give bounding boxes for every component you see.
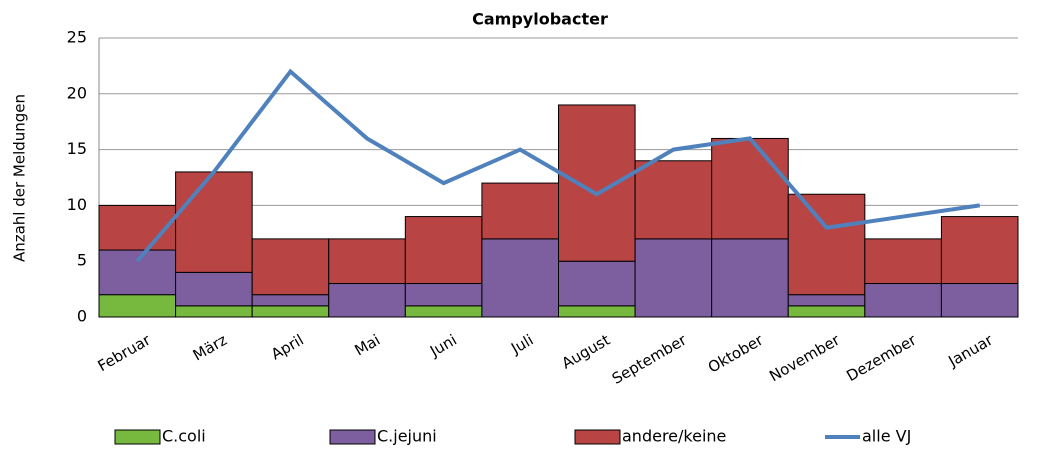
- bar-segment: [175, 271, 253, 307]
- line-series: [135, 68, 980, 263]
- legend-swatch: [114, 429, 161, 445]
- bar-segment: [711, 238, 789, 318]
- bar-segment: [558, 305, 636, 318]
- legend-label: andere/keine: [622, 427, 726, 446]
- bar-segment: [98, 204, 177, 251]
- x-tick-label: Oktober: [705, 330, 767, 376]
- bar-segment: [98, 294, 177, 318]
- bar-segment: [787, 193, 866, 296]
- bar-segment: [711, 137, 789, 240]
- chart-title: Campylobacter: [472, 10, 608, 29]
- bar-segment: [864, 238, 942, 285]
- bar-segment: [787, 294, 866, 307]
- x-tick-label: Juli: [507, 331, 536, 358]
- bar-segment: [404, 305, 483, 318]
- x-tick-label: Juni: [426, 331, 460, 361]
- bar-segment: [175, 171, 253, 273]
- x-tick-label: Februar: [95, 330, 155, 375]
- bar-segment: [558, 104, 636, 262]
- x-tick-label: November: [766, 330, 843, 385]
- x-tick-label: August: [559, 331, 614, 373]
- bar-segment: [251, 294, 330, 307]
- bar-segment: [404, 283, 483, 307]
- bar-segment: [940, 216, 1019, 285]
- bar-segment: [634, 238, 713, 318]
- bar-segment: [328, 283, 406, 318]
- bar-segment: [251, 238, 330, 296]
- bar-segment: [940, 283, 1019, 318]
- y-tick-label: 5: [77, 251, 87, 270]
- y-tick-label: 25: [67, 28, 87, 47]
- bar-segment: [787, 305, 866, 318]
- x-tick-label: September: [609, 330, 691, 387]
- bar-segment: [328, 238, 406, 285]
- legend-label: alle VJ: [862, 427, 911, 446]
- bar-segment: [864, 283, 942, 318]
- legend-label: C.jejuni: [377, 427, 437, 446]
- y-tick-label: 0: [77, 307, 87, 326]
- bar-segment: [175, 305, 253, 318]
- x-tick-label: April: [268, 331, 307, 364]
- x-tick-label: Dezember: [843, 330, 920, 385]
- legend-swatch: [329, 429, 376, 445]
- bar-segment: [634, 160, 713, 240]
- x-tick-label: März: [190, 331, 230, 365]
- bar-segment: [404, 216, 483, 285]
- x-tick-label: Mai: [352, 331, 384, 360]
- y-axis-label: Anzahl der Meldungen: [11, 94, 29, 262]
- x-tick-label: Januar: [945, 330, 997, 370]
- legend-swatch: [574, 429, 621, 445]
- legend-label: C.coli: [162, 427, 206, 446]
- y-tick-label: 20: [67, 83, 87, 102]
- bar-segment: [481, 182, 559, 240]
- bar-segment: [98, 249, 177, 296]
- bar-segment: [481, 238, 559, 318]
- bar-segment: [558, 260, 636, 307]
- y-tick-label: 10: [67, 195, 87, 214]
- y-tick-label: 15: [67, 139, 87, 158]
- bar-segment: [251, 305, 330, 318]
